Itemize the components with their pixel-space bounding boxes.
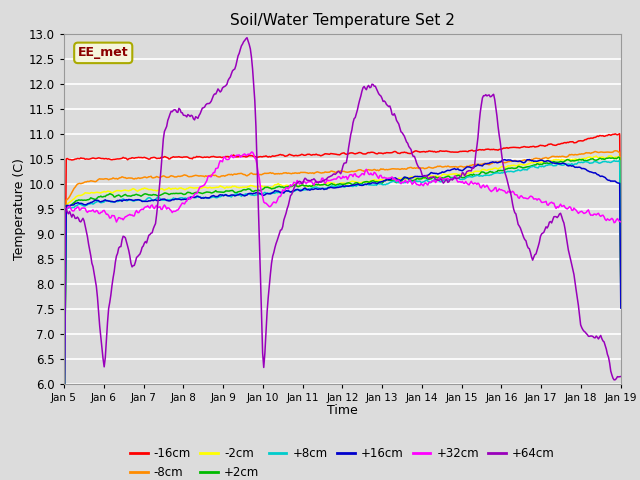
+16cm — [516, 158, 524, 164]
-2cm — [392, 177, 399, 183]
+8cm — [60, 445, 68, 451]
-2cm — [604, 155, 611, 161]
+32cm — [329, 177, 337, 182]
+32cm — [60, 443, 68, 449]
+2cm — [516, 164, 524, 170]
-2cm — [617, 286, 625, 291]
-2cm — [516, 162, 524, 168]
+8cm — [604, 159, 611, 165]
+8cm — [617, 289, 625, 295]
Line: -2cm: -2cm — [64, 156, 621, 446]
Text: EE_met: EE_met — [78, 47, 129, 60]
+64cm — [393, 118, 401, 123]
Line: +2cm: +2cm — [64, 157, 621, 447]
X-axis label: Time: Time — [327, 405, 358, 418]
-16cm — [392, 149, 399, 155]
+2cm — [362, 179, 369, 185]
+64cm — [518, 228, 525, 234]
+16cm — [324, 185, 332, 191]
+8cm — [324, 185, 332, 191]
+2cm — [615, 154, 623, 160]
+64cm — [617, 373, 625, 379]
Y-axis label: Temperature (C): Temperature (C) — [13, 158, 26, 260]
+16cm — [617, 305, 625, 311]
+2cm — [617, 286, 625, 292]
+2cm — [328, 180, 335, 186]
-16cm — [617, 268, 625, 274]
+2cm — [392, 180, 399, 185]
-16cm — [324, 151, 332, 157]
-16cm — [616, 131, 623, 137]
-2cm — [607, 153, 614, 159]
-2cm — [324, 180, 332, 186]
-16cm — [604, 132, 611, 138]
+64cm — [243, 35, 251, 40]
-2cm — [60, 444, 68, 449]
-16cm — [60, 419, 68, 424]
Line: -8cm: -8cm — [64, 151, 621, 443]
-16cm — [328, 151, 335, 156]
-8cm — [617, 282, 625, 288]
-2cm — [328, 180, 335, 186]
Title: Soil/Water Temperature Set 2: Soil/Water Temperature Set 2 — [230, 13, 455, 28]
+16cm — [392, 175, 399, 181]
+8cm — [328, 183, 335, 189]
+64cm — [60, 445, 68, 451]
-8cm — [324, 169, 332, 175]
+16cm — [60, 442, 68, 447]
-8cm — [60, 440, 68, 445]
-8cm — [392, 166, 399, 172]
+32cm — [518, 193, 525, 199]
+32cm — [605, 217, 612, 223]
+16cm — [362, 181, 369, 187]
Line: +32cm: +32cm — [64, 152, 621, 446]
Line: +16cm: +16cm — [64, 159, 621, 444]
+2cm — [604, 156, 611, 161]
+2cm — [60, 444, 68, 450]
-8cm — [328, 168, 335, 174]
+64cm — [329, 172, 337, 178]
+32cm — [248, 149, 255, 155]
+32cm — [617, 219, 625, 225]
+16cm — [605, 178, 612, 183]
+64cm — [326, 174, 333, 180]
+64cm — [605, 354, 612, 360]
+16cm — [525, 156, 533, 162]
+32cm — [326, 178, 333, 183]
-8cm — [604, 149, 611, 155]
+32cm — [393, 179, 401, 184]
-16cm — [516, 145, 524, 151]
+16cm — [328, 185, 335, 191]
-8cm — [362, 168, 369, 174]
-2cm — [362, 179, 369, 185]
+8cm — [516, 168, 524, 174]
+8cm — [392, 179, 399, 185]
+2cm — [324, 182, 332, 188]
Line: +8cm: +8cm — [64, 160, 621, 448]
-8cm — [611, 148, 619, 154]
+8cm — [616, 157, 623, 163]
+8cm — [362, 181, 369, 187]
-8cm — [516, 158, 524, 164]
Legend: -16cm, -8cm, -2cm, +2cm, +8cm, +16cm, +32cm, +64cm: -16cm, -8cm, -2cm, +2cm, +8cm, +16cm, +3… — [125, 443, 559, 480]
Line: +64cm: +64cm — [64, 37, 621, 448]
+32cm — [362, 167, 370, 172]
Line: -16cm: -16cm — [64, 134, 621, 421]
-16cm — [362, 151, 369, 157]
+64cm — [362, 87, 370, 93]
